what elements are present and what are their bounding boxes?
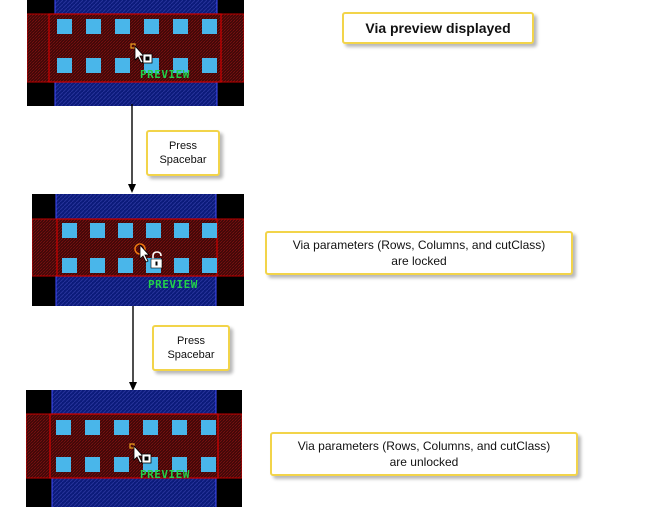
locked-callout: Via parameters (Rows, Columns, and cutCl… — [265, 231, 573, 275]
via-preview-panel: PREVIEW — [27, 0, 244, 106]
press-spacebar-callout-2: Press Spacebar — [152, 325, 230, 371]
preview-displayed-text: Via preview displayed — [365, 20, 511, 36]
press-label-2: Press — [176, 335, 206, 347]
padlock-icon — [150, 251, 163, 269]
via-cut-array — [57, 19, 217, 73]
unlocked-text-line2: are unlocked — [389, 455, 459, 469]
preview-label-locked: PREVIEW — [148, 278, 198, 291]
unlocked-callout: Via parameters (Rows, Columns, and cutCl… — [270, 432, 578, 476]
spacebar-label-2: Spacebar — [167, 349, 215, 361]
via-unlocked-panel: PREVIEW — [26, 390, 242, 507]
preview-label-unlocked: PREVIEW — [140, 468, 190, 481]
press-spacebar-callout-1: Press Spacebar — [146, 130, 220, 176]
unlocked-text-line1: Via parameters (Rows, Columns, and cutCl… — [297, 439, 551, 453]
locked-text-line1: Via parameters (Rows, Columns, and cutCl… — [292, 238, 546, 252]
via-locked-panel: PREVIEW — [32, 194, 244, 306]
locked-text-line2: are locked — [391, 254, 447, 268]
flow-arrow-2 — [129, 306, 137, 391]
press-label: Press — [168, 140, 198, 152]
flow-arrow-1 — [128, 104, 136, 193]
spacebar-label: Spacebar — [159, 154, 207, 166]
preview-label: PREVIEW — [140, 68, 190, 81]
preview-displayed-callout: Via preview displayed — [342, 12, 534, 44]
